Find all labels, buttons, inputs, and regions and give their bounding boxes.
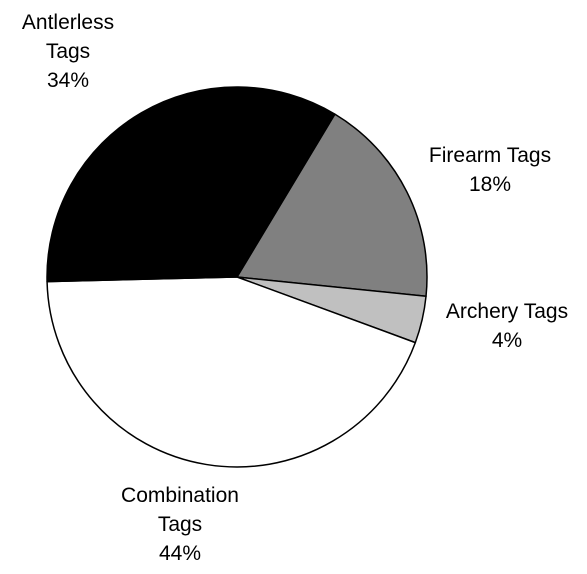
data-label-line: 4% (492, 329, 522, 352)
pie-slice-firearm-tags (236, 113, 428, 297)
pie-slices (46, 86, 428, 468)
pie-slice-antlerless-tags (46, 86, 336, 283)
data-label-line: Combination (121, 484, 239, 507)
data-label-line: Antlerless (22, 11, 114, 34)
data-label-combination-tags: Combination Tags 44% (121, 484, 239, 565)
data-label-line: Firearm Tags (429, 144, 551, 167)
data-label-antlerless-tags: Antlerless Tags 34% (22, 11, 114, 92)
data-label-line: Archery Tags (446, 300, 568, 323)
pie-slice-combination-tags (46, 276, 417, 468)
data-label-line: Tags (158, 513, 202, 536)
data-label-line: 18% (469, 173, 511, 196)
data-label-line: 44% (159, 542, 201, 565)
data-label-line: 34% (47, 69, 89, 92)
pie-labels: Firearm Tags 18% Archery Tags 4% Combination… (22, 11, 568, 565)
data-label-line: Tags (46, 40, 90, 63)
data-label-firearm-tags: Firearm Tags 18% (429, 144, 551, 196)
data-label-archery-tags: Archery Tags 4% (446, 300, 568, 352)
